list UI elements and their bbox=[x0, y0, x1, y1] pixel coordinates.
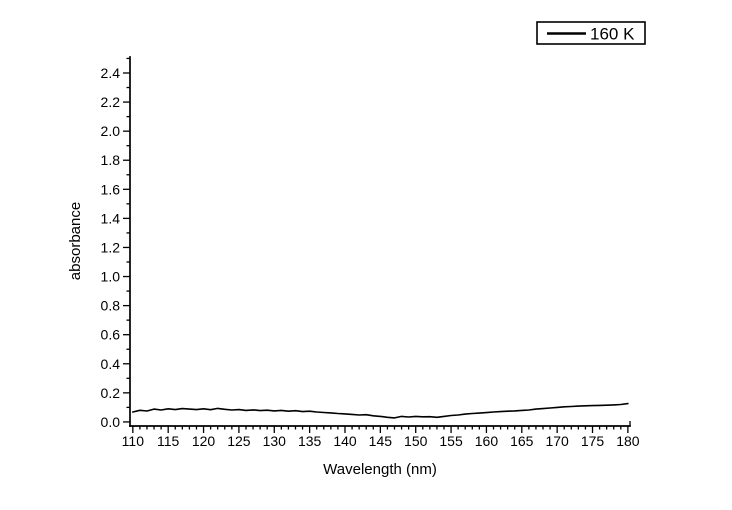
y-tick-label: 0.8 bbox=[101, 298, 121, 314]
y-tick-label: 2.2 bbox=[101, 94, 121, 110]
axes bbox=[129, 56, 631, 427]
x-tick-label: 140 bbox=[333, 433, 357, 449]
y-tick-label: 1.2 bbox=[101, 239, 121, 255]
x-tick-label: 135 bbox=[298, 433, 322, 449]
y-tick-label: 0.4 bbox=[101, 356, 121, 372]
y-tick-label: 2.4 bbox=[101, 65, 121, 81]
data-series bbox=[132, 402, 629, 419]
y-tick-label: 0.2 bbox=[101, 385, 121, 401]
y-tick-label: 2.0 bbox=[101, 123, 121, 139]
y-tick-label: 0.0 bbox=[101, 414, 121, 430]
y-tick-label: 1.0 bbox=[101, 269, 121, 285]
x-tick-label: 150 bbox=[404, 433, 428, 449]
x-tick-label: 130 bbox=[263, 433, 287, 449]
y-axis-ticks: 0.0 0.2 0.4 0.6 0.8 1.0 1.2 1.4 1.6 1.8 2.0 2.2 2.4 bbox=[101, 57, 130, 430]
x-tick-label: 120 bbox=[192, 433, 216, 449]
series-line-160-k bbox=[132, 402, 629, 419]
y-tick-label: 1.6 bbox=[101, 181, 121, 197]
legend-label: 160 K bbox=[590, 25, 635, 44]
x-tick-label: 115 bbox=[157, 433, 180, 449]
legend-box bbox=[536, 21, 646, 45]
legend: 160 K bbox=[536, 21, 646, 45]
x-tick-label: 125 bbox=[227, 433, 251, 449]
x-tick-label: 180 bbox=[616, 433, 640, 449]
x-tick-label: 110 bbox=[122, 433, 145, 449]
x-tick-label: 145 bbox=[369, 433, 393, 449]
x-tick-label: 160 bbox=[475, 433, 499, 449]
y-tick-label: 1.8 bbox=[101, 152, 121, 168]
x-tick-label: 155 bbox=[439, 433, 463, 449]
x-tick-label: 165 bbox=[510, 433, 534, 449]
x-tick-label: 170 bbox=[545, 433, 569, 449]
x-axis-title: Wavelength (nm) bbox=[323, 461, 437, 478]
x-tick-label: 175 bbox=[581, 433, 605, 449]
y-tick-label: 1.4 bbox=[101, 210, 121, 226]
y-tick-label: 0.6 bbox=[101, 327, 121, 343]
y-axis-title: absorbance bbox=[67, 202, 84, 280]
x-axis-ticks: 110 115 120 125 130 135 140 145 150 155 160 165 170 1… bbox=[122, 426, 640, 449]
